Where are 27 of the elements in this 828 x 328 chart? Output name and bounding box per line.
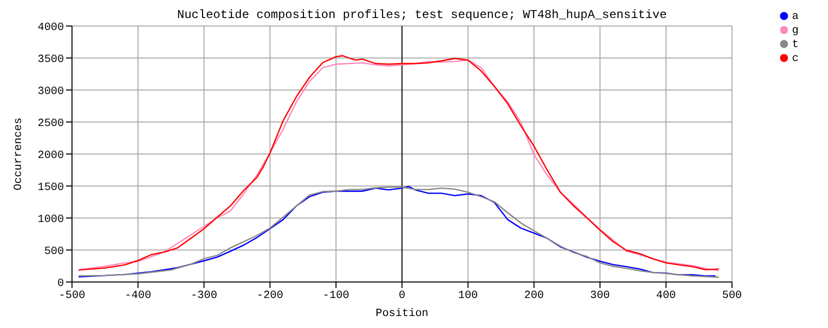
x-tick-label: -400 (124, 290, 152, 302)
y-axis-title: Occurrences (12, 118, 25, 190)
chart-title: Nucleotide composition profiles; test sequence; WT48h_hupA_sensitive (176, 8, 668, 22)
y-tick-label: 500 (44, 246, 64, 258)
x-tick-label: 200 (524, 290, 544, 302)
legend-label: g (792, 25, 799, 37)
x-tick-label: -100 (322, 290, 350, 302)
x-tick-label: 100 (458, 290, 478, 302)
legend-label: a (792, 11, 799, 23)
y-tick-label: 1000 (38, 214, 64, 226)
x-tick-label: 300 (590, 290, 610, 302)
y-tick-label: 2500 (38, 118, 64, 130)
y-tick-label: 3500 (38, 54, 64, 66)
y-tick-label: 2000 (38, 150, 64, 162)
legend-label: t (792, 39, 799, 51)
x-tick-label: -500 (58, 290, 86, 302)
x-tick-label: -200 (256, 290, 284, 302)
x-tick-label: 400 (656, 290, 676, 302)
y-tick-label: 0 (57, 278, 64, 290)
y-tick-label: 3000 (38, 86, 64, 98)
y-tick-label: 1500 (38, 182, 64, 194)
legend-label: c (792, 53, 799, 65)
x-axis-title: Position (376, 308, 428, 320)
y-tick-label: 4000 (38, 22, 64, 34)
x-tick-label: 500 (722, 290, 742, 302)
x-tick-label: 0 (398, 290, 406, 302)
x-tick-label: -300 (190, 290, 218, 302)
